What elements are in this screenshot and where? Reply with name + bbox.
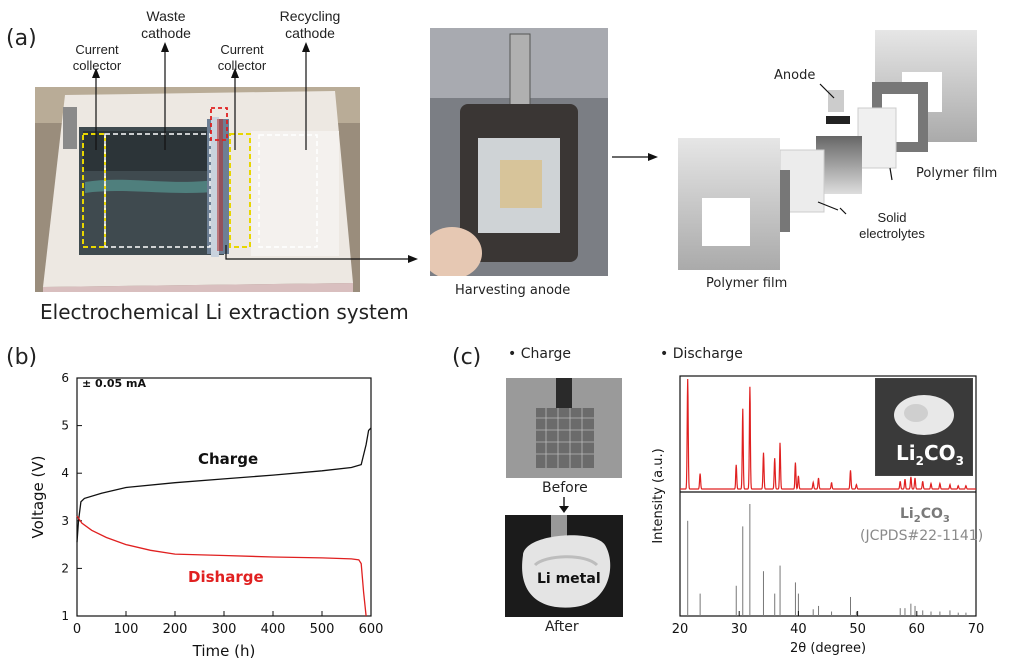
x-tick-label: 70 — [968, 622, 985, 637]
panel-a-label: (a) — [6, 26, 37, 51]
y-tick-label: 6 — [61, 371, 69, 385]
polymer-film-bottom-label: Polymer film — [706, 276, 788, 291]
plot-frame — [679, 375, 977, 617]
x-tick-label: 50 — [849, 622, 866, 637]
xrd-pattern-line — [680, 378, 976, 490]
bullet-discharge: • Discharge — [660, 346, 743, 362]
y-axis-label: Intensity (a.u.) — [651, 448, 666, 543]
x-tick-label: 60 — [909, 622, 926, 637]
bullet-charge: • Charge — [508, 346, 571, 362]
li2co3-inset-photo: Li2CO3 — [875, 378, 973, 476]
axis-ticks: 20 30 40 50 60 70 — [672, 611, 985, 637]
inset-formula-co: CO — [923, 441, 956, 465]
ref-card: (JCPDS#22-1141) — [860, 528, 984, 544]
x-tick-label: 300 — [212, 622, 237, 637]
x-tick-label: 600 — [359, 622, 384, 637]
y-axis-label: Voltage (V) — [29, 456, 47, 539]
after-photo — [505, 515, 623, 617]
before-photo — [506, 378, 622, 478]
current-annotation: ± 0.05 mA — [82, 377, 146, 390]
y-tick-label: 4 — [61, 466, 69, 480]
reference-pattern — [687, 504, 967, 616]
li-metal-label: Li metal — [537, 571, 601, 587]
label-waste-cathode: Waste cathode — [141, 8, 191, 41]
y-tick-label: 2 — [61, 561, 69, 575]
ref-formula-co: CO — [920, 506, 943, 522]
x-tick-label: 20 — [672, 622, 689, 637]
x-axis-label: Time (h) — [192, 642, 256, 660]
before-label: Before — [542, 480, 588, 496]
x-tick-label: 0 — [73, 622, 81, 637]
bullet-discharge-text: Discharge — [672, 346, 743, 362]
down-arrow-icon — [559, 497, 569, 513]
y-tick-label: 1 — [61, 609, 69, 623]
x-tick-label: 40 — [790, 622, 807, 637]
label-recycling-cathode: Recycling cathode — [279, 8, 341, 41]
x-tick-label: 400 — [261, 622, 286, 637]
ref-formula-sub2: 3 — [942, 513, 950, 525]
axis-ticks: 0 100 200 300 400 500 600 1 2 3 4 5 6 — [61, 371, 383, 637]
polymer-film-top-label: Polymer film — [916, 166, 998, 181]
ref-formula: Li2CO3 — [900, 506, 950, 525]
x-tick-label: 200 — [163, 622, 188, 637]
harvesting-anode-photo — [430, 28, 608, 276]
discharge-label: Disharge — [188, 568, 264, 586]
solid-electrolytes-label: Solid electrolytes — [859, 210, 925, 241]
panel-a-leader-lines — [92, 42, 658, 263]
inset-formula-sub: 2 — [915, 454, 924, 468]
ref-formula-li: Li — [900, 506, 914, 522]
bullet-charge-text: Charge — [520, 346, 571, 362]
harvesting-anode-caption: Harvesting anode — [455, 283, 571, 298]
x-tick-label: 500 — [310, 622, 335, 637]
charge-label: Charge — [198, 450, 259, 468]
series-line-charge — [76, 427, 372, 543]
label-current-collector-mid: Current collector — [217, 42, 267, 73]
series-lines — [76, 427, 372, 617]
voltage-time-chart: 0 100 200 300 400 500 600 1 2 3 4 5 6 Time (h) Volta… — [29, 371, 383, 660]
after-label: After — [545, 619, 579, 635]
experimental-pattern — [680, 378, 976, 490]
y-tick-label: 5 — [61, 419, 69, 433]
x-axis-label: 2θ (degree) — [790, 641, 866, 656]
inset-formula-sub2: 3 — [955, 454, 965, 468]
ref-formula-sub: 2 — [913, 513, 921, 525]
cell-assembly-diagram — [678, 30, 977, 270]
y-tick-label: 3 — [61, 514, 69, 528]
panel-b-label: (b) — [6, 345, 38, 370]
inset-formula: Li2CO3 — [896, 441, 964, 468]
x-tick-label: 100 — [114, 622, 139, 637]
xrd-chart: 20 30 40 50 60 70 2θ (degree) Intensity (a.u.… — [651, 375, 985, 656]
series-line-discharge — [76, 515, 367, 617]
panel-c-label: (c) — [452, 345, 482, 370]
inset-formula-li: Li — [896, 441, 916, 465]
label-current-collector-left: Current collector — [72, 42, 122, 73]
x-tick-label: 30 — [731, 622, 748, 637]
extraction-system-caption: Electrochemical Li extraction system — [40, 300, 409, 324]
anode-label: Anode — [774, 68, 816, 83]
